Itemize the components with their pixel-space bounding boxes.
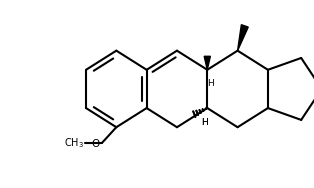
Text: O: O [92,139,100,149]
Text: $\mathrm{CH_3}$: $\mathrm{CH_3}$ [64,136,84,150]
Polygon shape [238,25,248,51]
Text: H: H [207,79,214,88]
Text: H: H [201,118,208,127]
Polygon shape [204,56,210,70]
Text: H: H [201,118,208,127]
